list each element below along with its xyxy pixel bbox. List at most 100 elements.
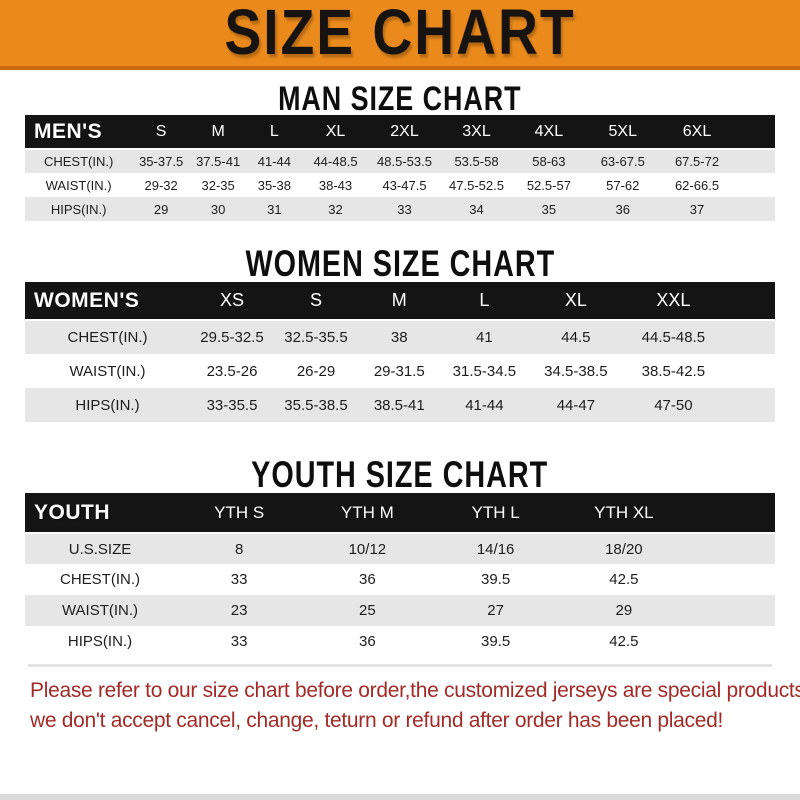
size-cell: 35: [541, 201, 557, 217]
size-cell: 63-67.5: [600, 154, 645, 169]
table-row: WAIST(IN.) 29-32 32-35 35-38 38-43 43-47.5 47.…: [25, 173, 775, 197]
size-cell: 41-44: [465, 396, 504, 414]
table-header-row: YOUTH YTH S YTH M YTH L YTH XL: [25, 493, 775, 534]
spacer-cell: [734, 149, 775, 173]
table-row: U.S.SIZE 8 10/12 14/16 18/20: [25, 533, 775, 564]
size-cell: 29-32: [144, 177, 178, 193]
spacer-cell: [723, 320, 775, 354]
size-cell: 47-50: [654, 396, 693, 414]
size-cell: 33: [230, 571, 248, 588]
size-cell: 52.5-57: [526, 177, 571, 193]
size-column-header: XL: [302, 115, 369, 150]
row-label: CHEST(IN.): [43, 154, 114, 169]
spacer-cell: [734, 173, 775, 197]
banner-title: SIZE CHART: [224, 0, 576, 69]
size-column-header: 3XL: [440, 115, 513, 150]
spacer-cell: [723, 388, 775, 422]
spacer-cell: [688, 626, 775, 657]
spacer-cell: [723, 354, 775, 388]
size-cell: 25: [359, 602, 376, 619]
size-column-header: L: [246, 115, 303, 150]
table-row: HIPS(IN.) 33 36 39.5 42.5: [25, 626, 775, 657]
size-cell: 32-35: [201, 177, 235, 193]
size-cell: 39.5: [481, 571, 511, 588]
size-cell: 42.5: [609, 633, 639, 650]
row-label: CHEST(IN.): [60, 571, 140, 588]
size-cell: 18/20: [605, 540, 643, 558]
size-column-header: 2XL: [368, 115, 441, 150]
women-size-table: WOMEN'S XS S M L XL XXL CHEST(IN.) 29.5-32.5 32.5…: [25, 282, 775, 422]
spacer-cell: [733, 115, 775, 150]
table-row: HIPS(IN.) 33-35.5 35.5-38.5 38.5-41 41-44 44-…: [25, 388, 775, 422]
size-column-header: XL: [528, 282, 624, 321]
size-column-header: YTH S: [175, 493, 304, 534]
man-section-heading: MAN SIZE CHART: [0, 79, 800, 117]
size-cell: 34.5-38.5: [544, 362, 608, 380]
table-row: CHEST(IN.) 33 36 39.5 42.5: [25, 564, 775, 595]
disclaimer-note: Please refer to our size chart before or…: [30, 676, 800, 736]
size-column-header: M: [190, 115, 247, 150]
spacer-cell: [734, 197, 775, 221]
table-row: WAIST(IN.) 23.5-26 26-29 29-31.5 31.5-34.5 34…: [25, 354, 775, 388]
size-column-header: 5XL: [585, 115, 661, 150]
spacer-cell: [688, 493, 775, 534]
size-cell: 23: [230, 602, 248, 619]
row-label: HIPS(IN.): [67, 633, 133, 650]
size-column-header: YTH XL: [559, 493, 688, 534]
table-row: CHEST(IN.) 29.5-32.5 32.5-35.5 38 41 44.5 44.5…: [25, 320, 775, 354]
size-cell: 36: [615, 201, 630, 217]
size-cell: 36: [359, 633, 376, 650]
size-cell: 35-38: [257, 177, 291, 193]
size-cell: 14/16: [476, 540, 515, 558]
size-column-header: 6XL: [660, 115, 734, 150]
size-cell: 44-47: [556, 396, 596, 414]
row-label: HIPS(IN.): [75, 396, 140, 414]
spacer-cell: [688, 564, 775, 595]
youth-section-heading: YOUTH SIZE CHART: [0, 455, 800, 495]
size-cell: 41-44: [257, 154, 291, 169]
row-label: CHEST(IN.): [67, 329, 148, 346]
size-cell: 29: [615, 602, 633, 619]
size-cell: 27: [487, 602, 504, 619]
table-bottom-divider: [28, 664, 772, 667]
banner: SIZE CHART: [0, 0, 800, 70]
size-cell: 44.5-48.5: [641, 329, 706, 346]
table-title-cell: WOMEN'S: [25, 282, 190, 321]
size-cell: 36: [359, 571, 376, 588]
size-column-header: L: [440, 282, 529, 321]
size-cell: 38.5-41: [373, 396, 425, 414]
row-label: WAIST(IN.): [69, 362, 146, 380]
section-heading-youth: YOUTH SIZE CHART: [251, 455, 549, 496]
size-cell: 47.5-52.5: [449, 177, 504, 193]
row-label: U.S.SIZE: [68, 540, 132, 558]
size-cell: 32.5-35.5: [284, 329, 348, 346]
note-line-1: Please refer to our size chart before or…: [30, 679, 800, 702]
row-label: WAIST(IN.): [61, 602, 139, 619]
size-cell: 26-29: [296, 362, 336, 380]
size-cell: 38-43: [318, 177, 353, 193]
table-row: CHEST(IN.) 35-37.5 37.5-41 41-44 44-48.5 48.5…: [25, 149, 775, 173]
size-cell: 38.5-42.5: [641, 362, 706, 380]
size-cell: 57-62: [606, 177, 640, 193]
section-heading-man: MAN SIZE CHART: [278, 79, 522, 118]
size-cell: 39.5: [481, 633, 511, 650]
size-cell: 34: [469, 201, 484, 217]
size-cell: 30: [210, 201, 226, 217]
size-cell: 31: [267, 201, 282, 217]
size-cell: 58-63: [532, 154, 566, 169]
youth-size-table: YOUTH YTH S YTH M YTH L YTH XL U.S.SIZE 8 10/12…: [25, 493, 775, 657]
table-header-row: WOMEN'S XS S M L XL XXL: [25, 282, 775, 321]
women-section-heading: WOMEN SIZE CHART: [0, 244, 800, 284]
table-title-cell: MEN'S: [25, 115, 133, 150]
row-label: HIPS(IN.): [50, 201, 107, 217]
spacer-cell: [688, 595, 775, 626]
size-cell: 29: [153, 201, 169, 217]
section-heading-women: WOMEN SIZE CHART: [245, 244, 555, 285]
size-column-header: S: [132, 115, 190, 150]
size-cell: 31.5-34.5: [452, 362, 517, 380]
note-line-2: we don't accept cancel, change, teturn o…: [30, 709, 724, 732]
size-column-header: 4XL: [512, 115, 586, 150]
size-column-header: S: [274, 282, 358, 321]
table-row: WAIST(IN.) 23 25 27 29: [25, 595, 775, 626]
